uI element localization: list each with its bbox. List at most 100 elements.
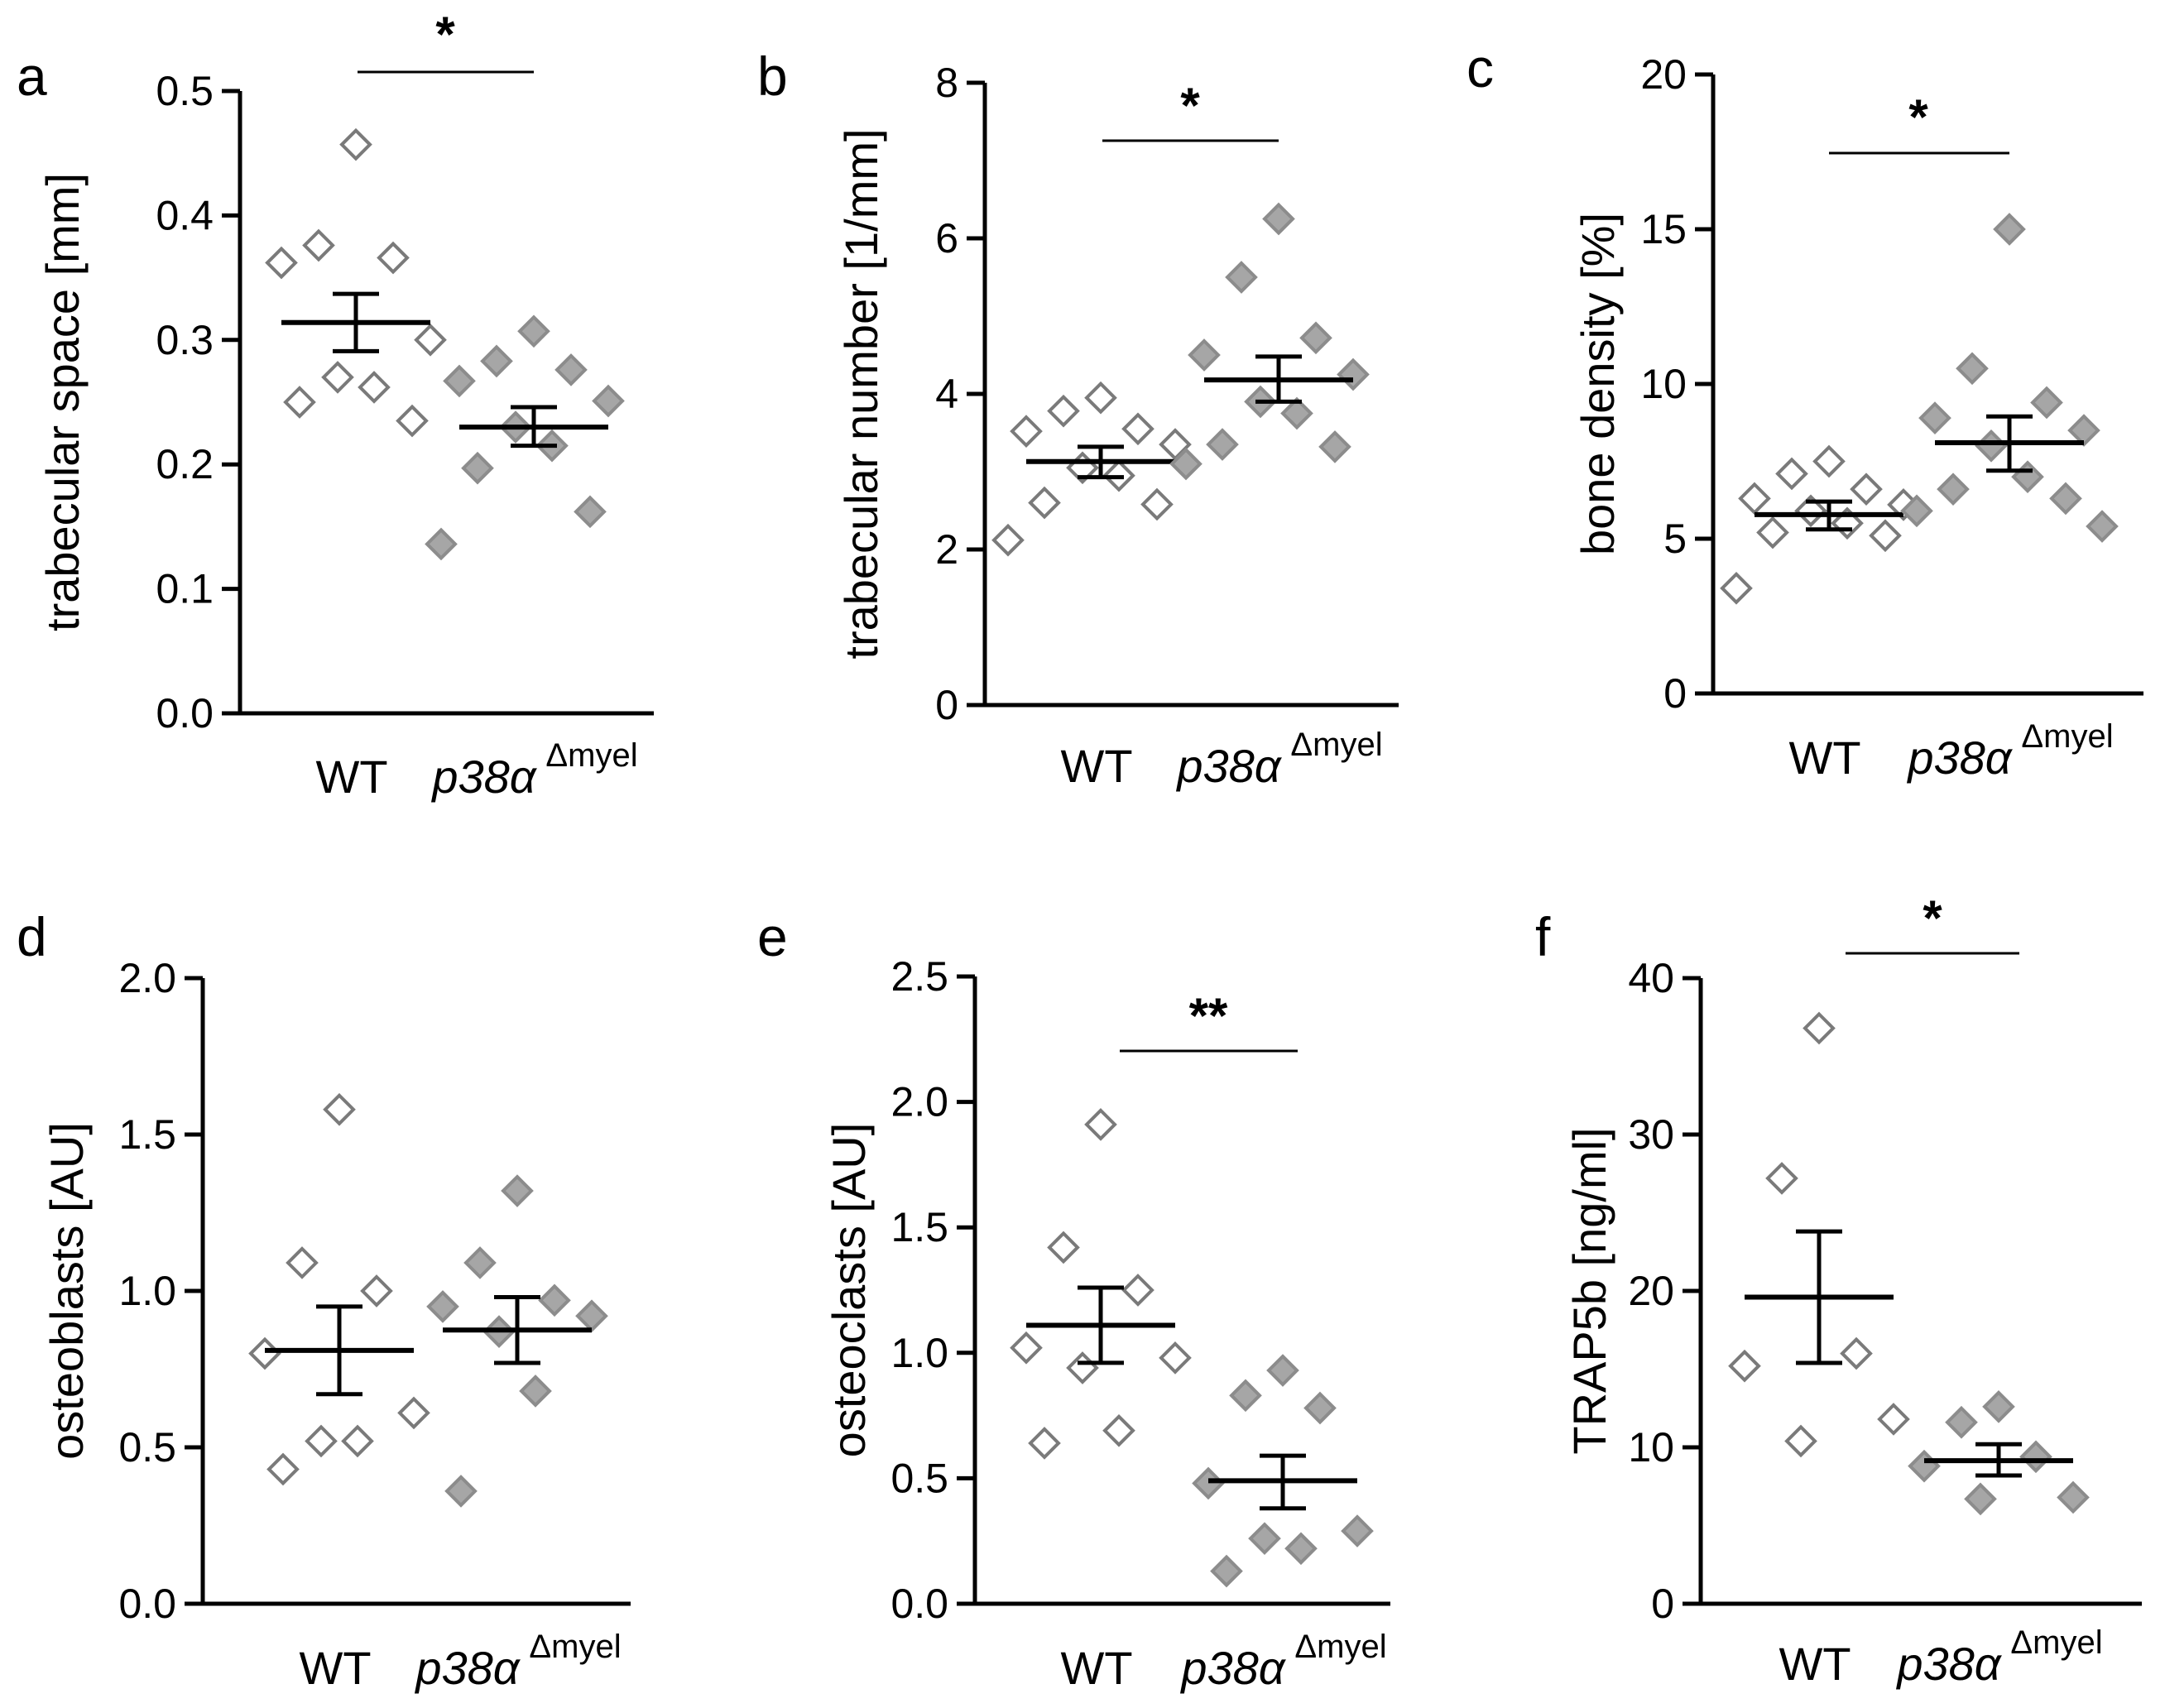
y-tick-label: 0.5 [118, 1424, 176, 1471]
group-label-wt: WT [1060, 740, 1132, 792]
y-tick-label: 0.4 [156, 192, 214, 238]
significance-label: * [435, 7, 455, 62]
data-point-p38a [1337, 357, 1370, 391]
data-point-wt [1850, 473, 1883, 506]
data-point-p38a [1956, 352, 1989, 386]
data-point-p38a [1210, 1554, 1243, 1588]
data-point-wt [1010, 1331, 1043, 1365]
data-point-p38a [426, 1290, 459, 1323]
y-tick-label: 1.5 [118, 1111, 176, 1158]
data-point-wt [323, 1092, 356, 1126]
y-axis-title: bone density [%] [1572, 213, 1624, 555]
significance-label: ** [1189, 988, 1228, 1044]
data-point-wt [397, 1396, 430, 1430]
data-point-p38a [1918, 401, 1951, 434]
data-point-p38a [575, 1299, 608, 1333]
panel-letter: c [1467, 37, 1494, 98]
y-tick-label: 30 [1628, 1111, 1674, 1158]
chart-panel-d: d 0.0 0.5 1.0 1.5 2.0 osteoblasts [AU] WT p38α Δm… [17, 906, 631, 1694]
data-point-p38a [2067, 414, 2100, 447]
data-point-wt [1869, 519, 1902, 553]
y-axis-title: trabecular space [mm] [36, 173, 89, 631]
data-point-wt [1140, 487, 1174, 521]
data-point-p38a [1225, 261, 1258, 294]
data-point-p38a [1318, 430, 1351, 463]
data-point-wt [1775, 457, 1808, 491]
data-point-wt [1877, 1403, 1910, 1436]
data-point-p38a [1284, 1532, 1318, 1566]
data-point-p38a [425, 527, 458, 561]
y-axis-title: osteoclasts [AU] [823, 1123, 875, 1458]
data-point-wt [396, 404, 429, 438]
data-point-p38a [1188, 338, 1221, 372]
data-point-p38a [1900, 494, 1933, 528]
y-tick-label: 40 [1628, 955, 1674, 1001]
data-point-wt [339, 127, 372, 161]
data-point-wt [358, 371, 391, 404]
data-point-wt [305, 1424, 338, 1458]
data-point-p38a [1192, 1466, 1225, 1500]
group-label-wt: WT [1788, 732, 1860, 784]
y-tick-label: 2.0 [118, 955, 176, 1001]
data-point-wt [991, 523, 1025, 557]
y-tick-label: 2.0 [890, 1079, 948, 1125]
group-label-p38a: p38α [1895, 1638, 2002, 1690]
data-point-wt [1784, 1424, 1817, 1458]
data-point-wt [1756, 516, 1789, 549]
data-point-p38a [2057, 1480, 2090, 1514]
y-tick-label: 0 [935, 682, 958, 728]
data-point-p38a [1975, 429, 2008, 463]
panel-letter: b [757, 46, 788, 107]
data-point-wt [302, 228, 335, 262]
data-point-p38a [592, 384, 625, 418]
data-point-p38a [501, 1174, 534, 1207]
chart-panel-f: f 0 10 20 30 40 TRAP5b [ng/ml] WT p38α Δmyel * [1535, 890, 2142, 1690]
y-tick-label: 6 [935, 215, 958, 261]
data-point-p38a [554, 353, 588, 386]
data-point-p38a [2086, 510, 2119, 543]
chart-panel-c: c 0 5 10 15 20 bone density [%] WT p38α Δmyel * [1467, 37, 2143, 784]
y-tick-label: 0 [1651, 1581, 1674, 1627]
data-point-p38a [574, 495, 607, 529]
data-point-wt [1084, 381, 1117, 415]
data-point-wt [1812, 444, 1846, 478]
data-point-p38a [1303, 1391, 1337, 1425]
y-tick-label: 0.3 [156, 317, 214, 363]
data-point-wt [1728, 1349, 1761, 1383]
data-point-p38a [2011, 460, 2044, 494]
group-label-wt: WT [1779, 1638, 1851, 1690]
data-point-wt [1803, 1011, 1836, 1045]
data-point-wt [1047, 1231, 1080, 1264]
significance-label: * [1908, 89, 1928, 145]
y-tick-label: 0 [1663, 670, 1687, 717]
data-point-p38a [2030, 386, 2063, 420]
y-tick-label: 0.5 [156, 68, 214, 114]
data-point-p38a [463, 1246, 497, 1279]
data-point-wt [1028, 1427, 1061, 1460]
data-point-p38a [1169, 447, 1203, 481]
y-tick-label: 15 [1640, 206, 1687, 252]
data-point-p38a [1945, 1405, 1978, 1439]
data-point-p38a [2019, 1440, 2052, 1474]
y-tick-label: 20 [1628, 1268, 1674, 1314]
panel-letter: e [757, 906, 788, 967]
data-point-wt [321, 361, 354, 394]
panel-letter: d [17, 906, 47, 967]
data-point-wt [265, 246, 298, 280]
data-point-p38a [1993, 213, 2026, 246]
chart-panel-b: b 0 2 4 6 8 trabecular number [1/mm] WT p38α Δmye… [757, 46, 1399, 792]
data-point-p38a [1908, 1449, 1941, 1483]
group-label-superscript: Δmyel [2010, 1624, 2102, 1661]
data-point-wt [1010, 415, 1043, 448]
y-tick-label: 0.0 [118, 1581, 176, 1627]
data-point-wt [1794, 494, 1827, 528]
group-label-superscript: Δmyel [545, 737, 637, 774]
y-axis-title: TRAP5b [ng/ml] [1563, 1127, 1615, 1454]
data-point-p38a [480, 344, 513, 378]
data-point-wt [1084, 1108, 1117, 1141]
data-point-wt [1028, 486, 1061, 520]
data-point-wt [1720, 572, 1753, 605]
data-point-wt [414, 323, 447, 357]
y-tick-label: 20 [1640, 51, 1687, 98]
